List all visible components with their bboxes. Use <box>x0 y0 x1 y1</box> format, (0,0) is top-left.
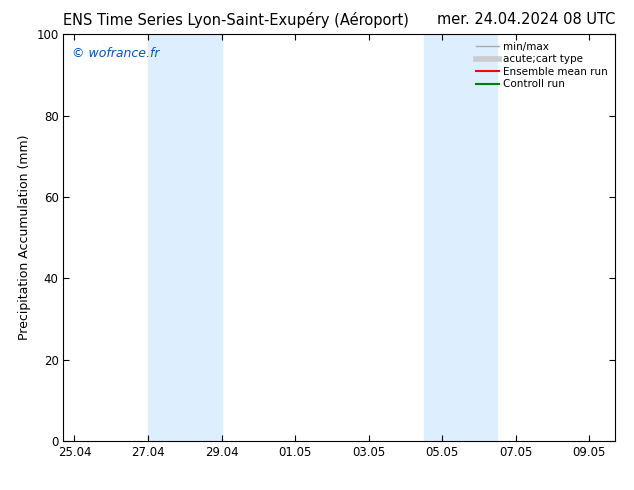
Text: © wofrance.fr: © wofrance.fr <box>72 47 159 59</box>
Text: ENS Time Series Lyon-Saint-Exupéry (Aéroport): ENS Time Series Lyon-Saint-Exupéry (Aéro… <box>63 12 410 28</box>
Bar <box>424 34 497 441</box>
Text: mer. 24.04.2024 08 UTC: mer. 24.04.2024 08 UTC <box>437 12 615 27</box>
Y-axis label: Precipitation Accumulation (mm): Precipitation Accumulation (mm) <box>18 135 30 341</box>
Legend: min/max, acute;cart type, Ensemble mean run, Controll run: min/max, acute;cart type, Ensemble mean … <box>472 37 612 94</box>
Bar <box>148 34 221 441</box>
